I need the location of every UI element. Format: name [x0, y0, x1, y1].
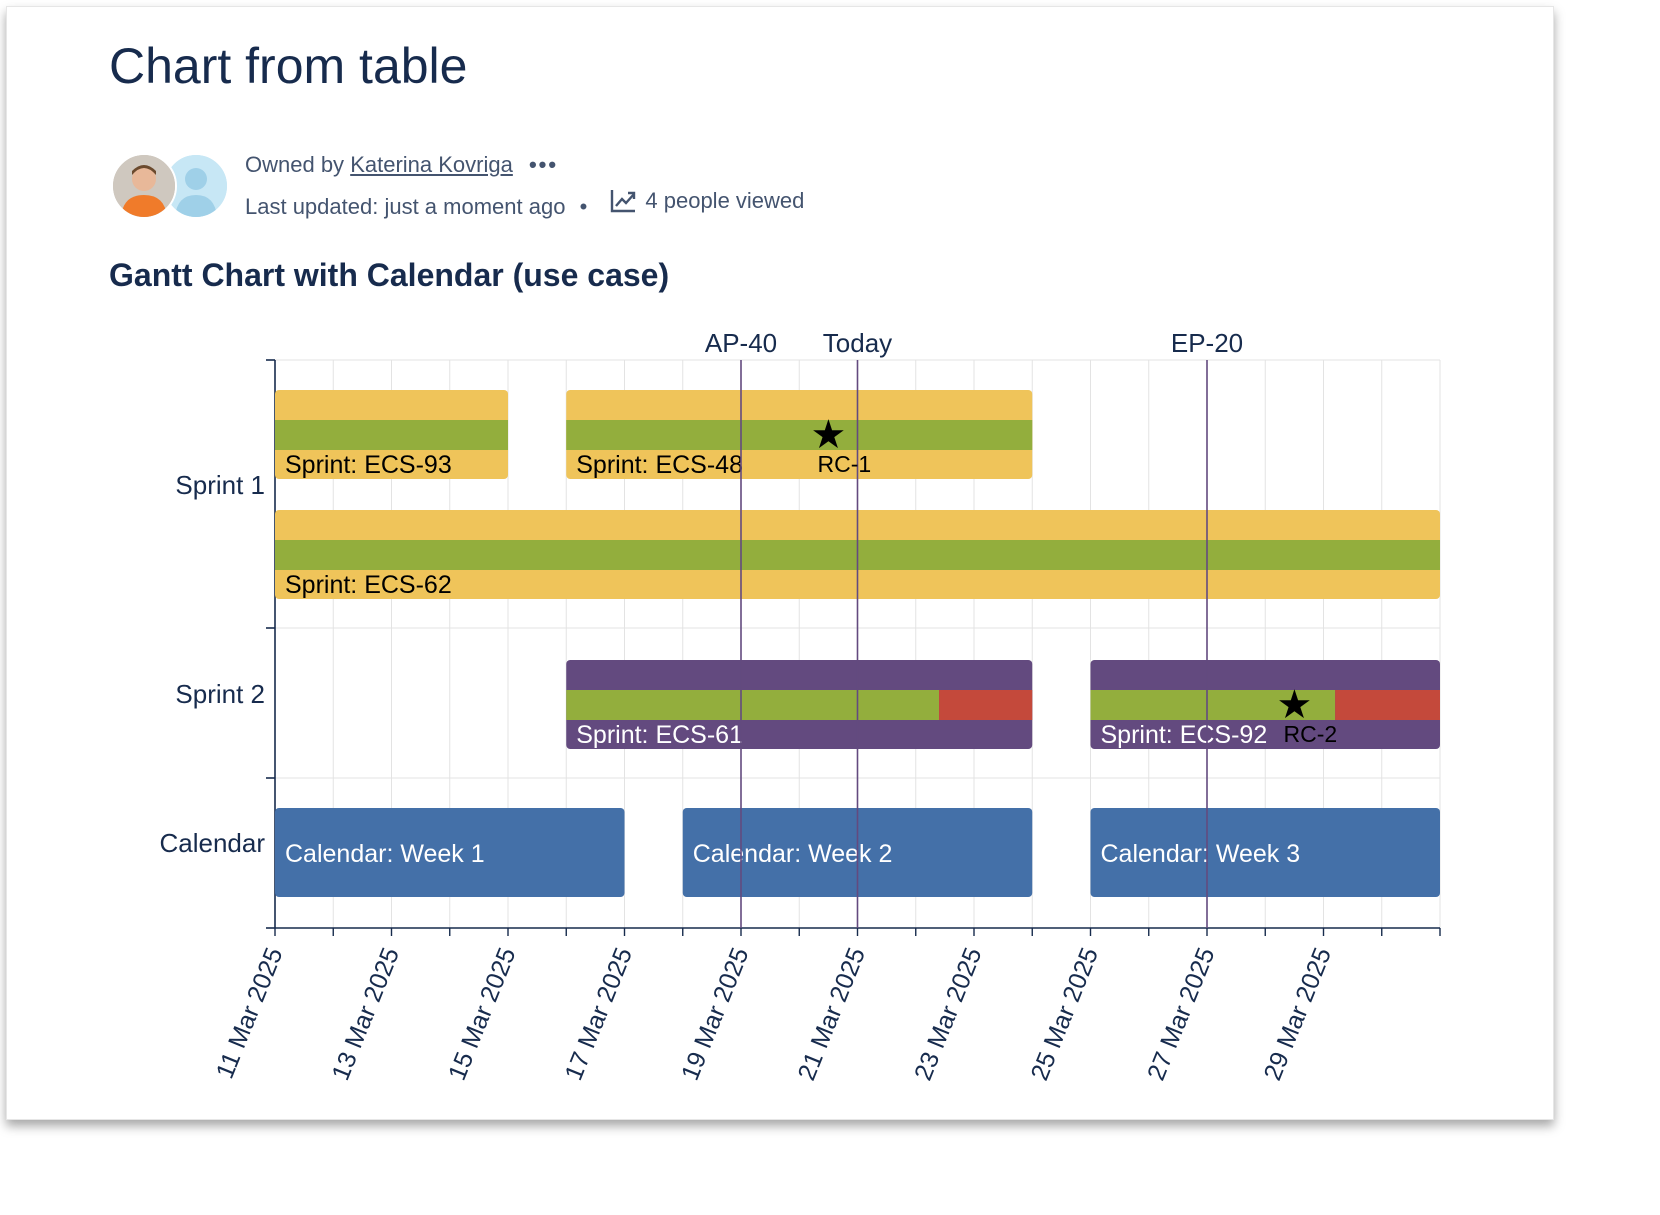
updated-line: Last updated: just a moment ago • 4 peop… [245, 183, 804, 225]
milestone-star-icon: ★ [810, 413, 846, 457]
gantt-task-bar: Sprint: ECS-92 [1090, 660, 1440, 749]
person-photo-icon [113, 155, 175, 217]
task-label: Calendar: Week 2 [693, 840, 893, 868]
owned-by-label: Owned by [245, 152, 345, 177]
x-tick-label: 15 Mar 2025 [443, 944, 522, 1085]
x-tick-label: 23 Mar 2025 [909, 944, 988, 1085]
owner-avatar[interactable] [111, 153, 177, 219]
owner-link[interactable]: Katerina Kovriga [350, 152, 513, 177]
gantt-task-bar: Sprint: ECS-48 [566, 390, 1033, 479]
task-label: Sprint: ECS-48 [576, 451, 743, 479]
task-label: Sprint: ECS-92 [1101, 721, 1268, 749]
x-tick-label: 13 Mar 2025 [327, 944, 406, 1085]
gantt-task-bar: Sprint: ECS-61 [566, 660, 1033, 749]
progress-fill [275, 420, 508, 450]
progress-fill [566, 690, 940, 720]
calendar-bar [1090, 808, 1440, 897]
y-category-label: Sprint 2 [175, 679, 265, 709]
remaining-fill [939, 690, 1033, 720]
task-label: Calendar: Week 3 [1101, 840, 1301, 868]
calendar-bar [275, 808, 625, 897]
meta-separator: • [579, 194, 588, 219]
milestone-label: RC-1 [818, 451, 872, 477]
gantt-task-bar: Calendar: Week 3 [1090, 808, 1440, 897]
marker-label: EP-20 [1171, 328, 1243, 358]
x-tick-label: 27 Mar 2025 [1142, 944, 1221, 1085]
analytics-trend-icon [611, 190, 636, 213]
marker-label: AP-40 [705, 328, 777, 358]
y-category-label: Sprint 1 [175, 470, 265, 500]
marker-label: Today [823, 328, 892, 358]
progress-fill [1090, 690, 1336, 720]
milestone-star-icon: ★ [1276, 683, 1312, 727]
x-tick-label: 11 Mar 2025 [211, 944, 289, 1083]
page-title: Chart from table [109, 38, 468, 94]
x-tick-label: 19 Mar 2025 [676, 944, 755, 1085]
page-insights[interactable]: 4 people viewed [609, 183, 804, 219]
task-label: Sprint: ECS-93 [285, 451, 452, 479]
task-label: Sprint: ECS-62 [285, 571, 452, 599]
contributors-avatars[interactable] [111, 153, 231, 219]
gantt-task-bar: Calendar: Week 1 [275, 808, 625, 897]
milestone-label: RC-2 [1284, 721, 1338, 747]
x-tick-label: 29 Mar 2025 [1259, 944, 1338, 1085]
task-label: Sprint: ECS-61 [576, 721, 743, 749]
chart-section-title: Gantt Chart with Calendar (use case) [109, 257, 670, 293]
owner-line: Owned by Katerina Kovriga ••• [245, 147, 804, 183]
more-actions-icon[interactable]: ••• [528, 152, 559, 177]
remaining-fill [1335, 690, 1440, 720]
x-tick-label: 21 Mar 2025 [793, 944, 872, 1085]
people-viewed-text: 4 people viewed [645, 188, 805, 213]
gantt-task-bar: Sprint: ECS-93 [275, 390, 508, 479]
progress-fill [566, 420, 1033, 450]
x-tick-label: 17 Mar 2025 [560, 944, 639, 1085]
page-metadata: Owned by Katerina Kovriga ••• Last updat… [245, 147, 804, 225]
task-label: Calendar: Week 1 [285, 840, 485, 868]
x-tick-label: 25 Mar 2025 [1026, 944, 1105, 1085]
last-updated-text: Last updated: just a moment ago [245, 194, 566, 219]
y-category-label: Calendar [159, 828, 265, 858]
